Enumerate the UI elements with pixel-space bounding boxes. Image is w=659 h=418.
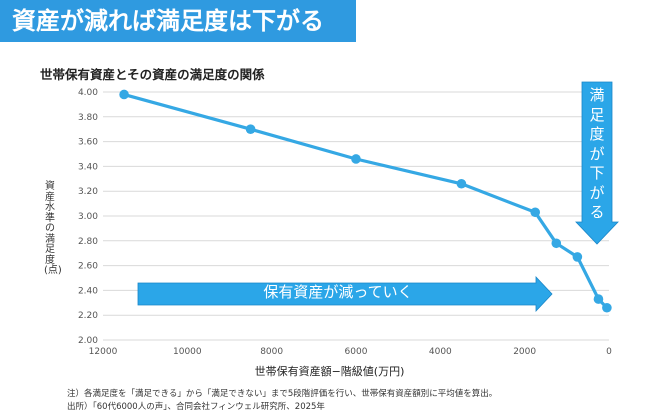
x-tick-label: 8000: [260, 347, 283, 357]
data-point: [572, 252, 583, 262]
x-tick-label: 2000: [513, 347, 536, 357]
tick-layer: 2.00 2.20 2.40 2.60 2.80 3.00 3.20 3.40 3.60 3.80…: [78, 88, 612, 357]
right-arrow: [575, 81, 619, 245]
y-axis-label: 資産水準の満足度(点): [44, 181, 62, 276]
y-tick-label: 3.80: [78, 113, 98, 123]
y-tick-label: 4.00: [78, 88, 98, 98]
data-point: [551, 238, 562, 249]
data-point: [593, 294, 604, 304]
data-point: [119, 89, 129, 100]
x-tick-label: 10000: [173, 347, 202, 357]
chart-title: 世帯保有資産とその資産の満足度の関係: [40, 67, 265, 82]
headline: 資産が減れば満足度は下がる: [0, 0, 356, 42]
bottom-arrow: [137, 275, 553, 313]
y-tick-label: 3.20: [78, 187, 98, 197]
y-tick-label: 2.00: [78, 336, 98, 346]
data-point: [351, 154, 361, 164]
series-line: [123, 92, 609, 309]
y-tick-label: 2.20: [78, 311, 98, 321]
data-point: [456, 178, 467, 189]
x-tick-label: 0: [606, 347, 612, 357]
y-tick-label: 3.40: [78, 162, 98, 172]
y-tick-label: 2.80: [78, 237, 98, 247]
data-point: [245, 124, 256, 134]
y-tick-label: 2.40: [78, 286, 98, 296]
data-point: [530, 207, 541, 218]
x-tick-label: 6000: [345, 347, 368, 357]
y-tick-label: 3.60: [78, 138, 98, 148]
series-layer: [119, 89, 612, 313]
data-point: [602, 302, 612, 313]
right-arrow-text: 満足度が下がる: [589, 86, 605, 221]
note-line-2: 出所）「60代6000人の声」、合同会社フィンウェル研究所、2025年: [67, 402, 325, 412]
y-tick-label: 3.00: [78, 212, 98, 222]
x-axis-label: 世帯保有資産額−階級値(万円): [254, 365, 405, 378]
bottom-arrow-text: 保有資産が減っていく: [263, 283, 413, 301]
x-tick-label: 12000: [89, 347, 118, 357]
y-tick-label: 2.60: [78, 262, 98, 272]
note-line-1: 注）各満足度を「満足できる」から「満足できない」まで5段階評価を行い、世帯保有資…: [67, 389, 498, 399]
x-tick-label: 4000: [429, 347, 452, 357]
